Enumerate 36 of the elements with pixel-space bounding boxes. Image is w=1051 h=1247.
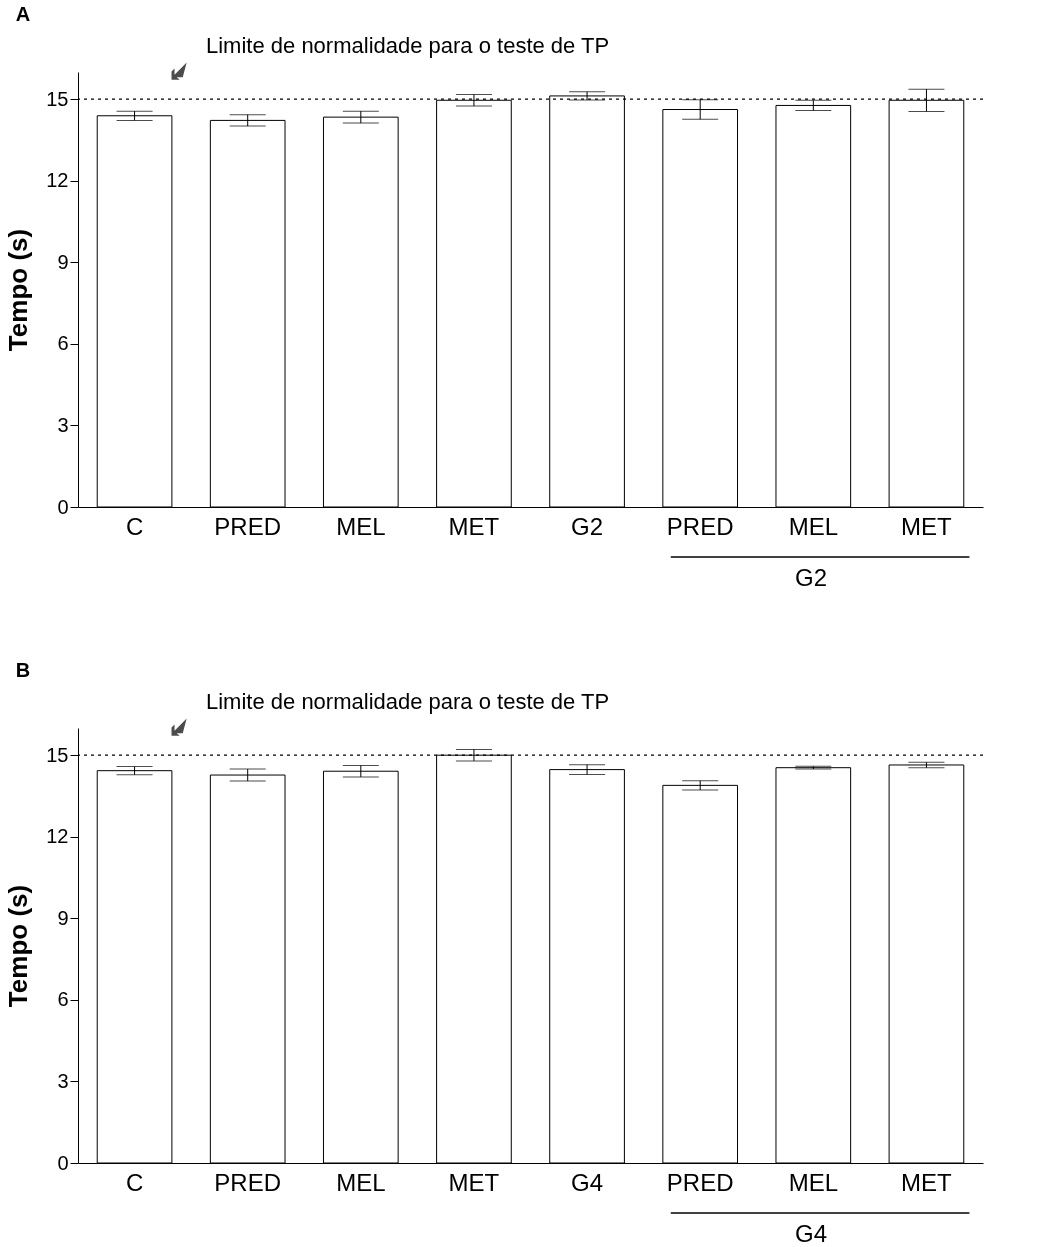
x-tick-label: MEL (336, 512, 386, 540)
x-tick-label: PRED (666, 512, 734, 540)
y-tick-label: 12 (46, 169, 69, 192)
x-tick-label: MET (901, 1168, 953, 1196)
x-tick-label: PRED (666, 1168, 734, 1196)
y-tick-label: 0 (57, 1151, 69, 1174)
y-tick-label: 12 (46, 825, 69, 848)
x-tick-label: PRED (214, 1168, 282, 1196)
chart-title: B (15, 659, 31, 681)
ref-line-label: Limite de normalidade para o teste de TP (206, 689, 610, 714)
chart-title: A (15, 3, 31, 25)
x-tick-label: C (125, 512, 144, 540)
x-tick-label: MEL (336, 1168, 386, 1196)
y-tick-label: 6 (57, 332, 69, 355)
y-axis-title: Tempo (s) (3, 884, 34, 1008)
text: G2 (795, 564, 828, 591)
x-tick-label: G4 (571, 1168, 604, 1196)
y-tick-label: 3 (57, 1069, 69, 1092)
y-tick-label: 15 (46, 87, 69, 110)
y-tick-label: 9 (57, 906, 69, 929)
y-tick-label: 6 (57, 988, 69, 1011)
x-tick-label: MEL (788, 512, 838, 540)
y-tick-label: 3 (57, 413, 69, 436)
x-tick-label: MET (448, 512, 500, 540)
text: G4 (795, 1220, 828, 1247)
y-tick-label: 15 (46, 743, 69, 766)
y-tick-label: 0 (57, 495, 69, 518)
x-tick-label: MET (901, 512, 953, 540)
x-tick-label: MEL (788, 1168, 838, 1196)
x-tick-label: C (125, 1168, 144, 1196)
x-tick-label: PRED (214, 512, 282, 540)
x-tick-label: G2 (571, 512, 604, 540)
y-axis-title: Tempo (s) (3, 228, 34, 352)
y-tick-label: 9 (57, 250, 69, 273)
x-tick-label: MET (448, 1168, 500, 1196)
ref-line-label: Limite de normalidade para o teste de TP (206, 33, 610, 58)
